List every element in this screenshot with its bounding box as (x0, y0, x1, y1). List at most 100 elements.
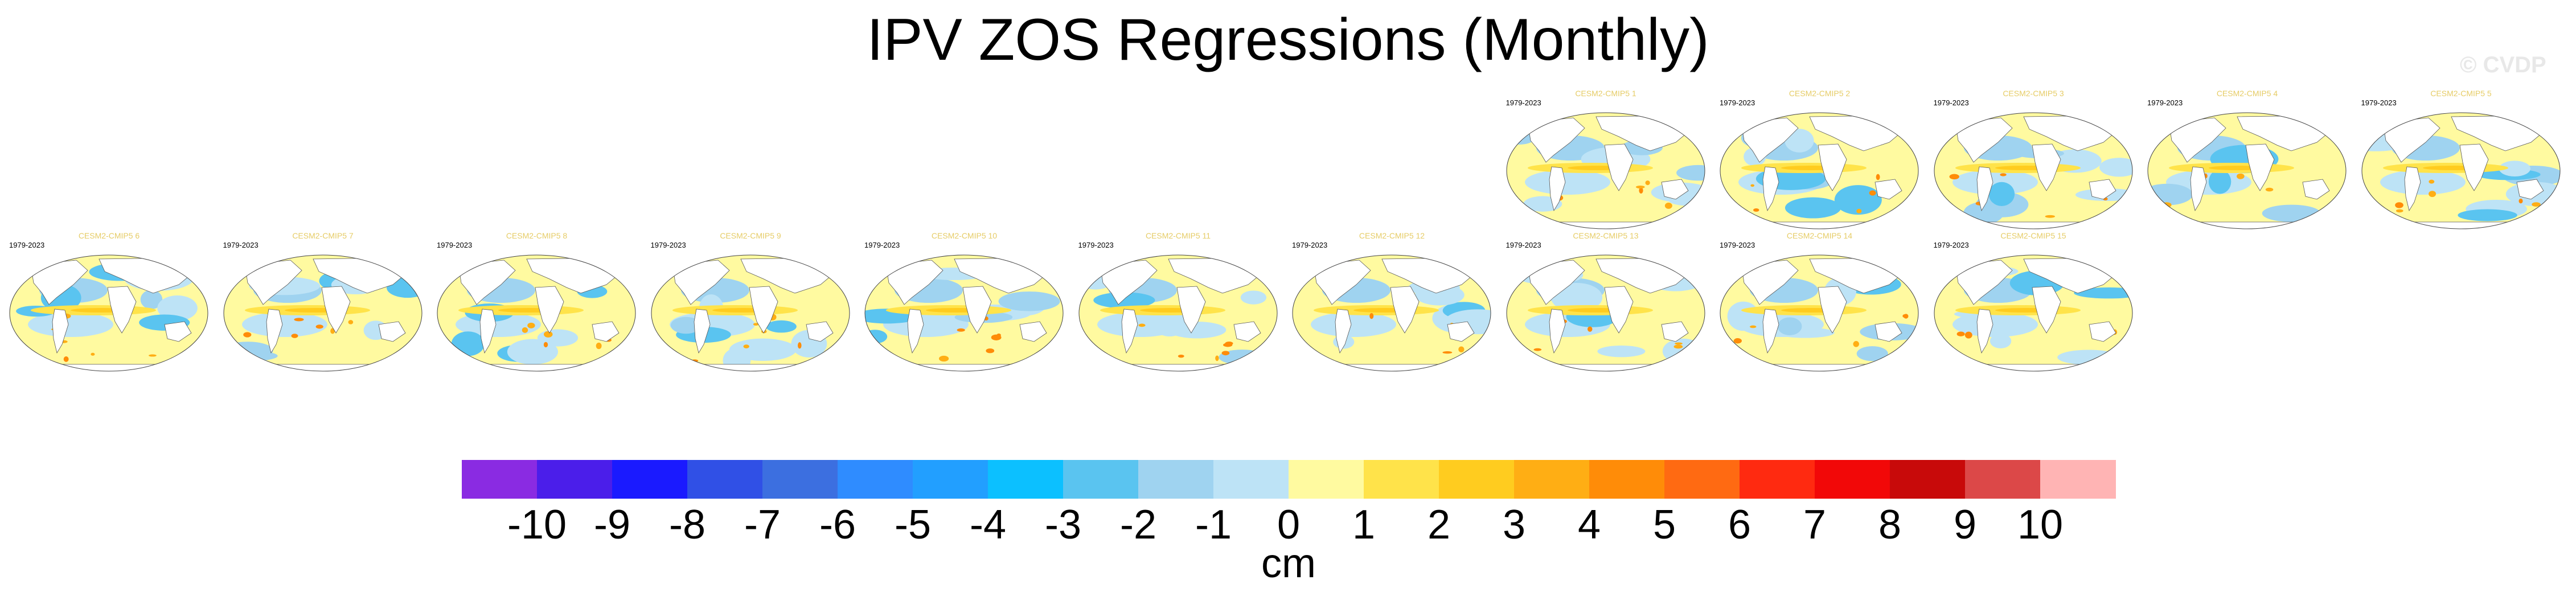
landmass (479, 309, 497, 354)
positive-speck (2103, 215, 2114, 219)
negative-anomaly (1988, 182, 2015, 206)
positive-speck (986, 348, 995, 354)
map-border (2147, 112, 2347, 229)
panel-title: CESM2-CMIP5 8 (506, 231, 568, 240)
map-border (1934, 112, 2132, 229)
landmass (1661, 321, 1689, 342)
positive-speck (1948, 355, 1956, 363)
panel-period: 1979-2023 (9, 241, 45, 249)
landmass (885, 260, 944, 305)
landmass (378, 321, 406, 342)
landmass (2361, 221, 2560, 229)
positive-speck (2518, 198, 2523, 204)
map-border (864, 254, 1064, 372)
panel-period: 1979-2023 (1292, 241, 1328, 249)
landmass (1549, 309, 1565, 354)
colorbar-tick-label: -10 (507, 502, 567, 548)
panel-title: CESM2-CMIP5 11 (1145, 231, 1211, 240)
positive-speck (1221, 351, 1229, 356)
positive-speck (1321, 357, 1325, 363)
landmass (1506, 364, 1705, 371)
landmass (1078, 364, 1277, 371)
negative-anomaly (865, 330, 888, 344)
colorbar-cell (838, 460, 913, 499)
positive-speck (1869, 190, 1876, 196)
colorbar-tick-label: -1 (1195, 502, 1232, 548)
ipv-map (1934, 112, 2132, 229)
colorbar-cell (1439, 460, 1515, 499)
map-border (437, 254, 636, 372)
ipv-map (2147, 112, 2347, 229)
positive-speck (2265, 187, 2274, 192)
positive-speck (1224, 342, 1233, 346)
map-border (9, 254, 208, 372)
panel-period: 1979-2023 (1720, 241, 1755, 249)
map-border (1506, 112, 1705, 229)
panel-title: CESM2-CMIP5 9 (720, 231, 781, 240)
positive-speck (1856, 208, 1862, 213)
negative-anomaly (1785, 197, 1841, 219)
landmass (2302, 179, 2330, 200)
colorbar-cell (1890, 460, 1966, 499)
colorbar-cell (1289, 460, 1364, 499)
positive-speck (1522, 210, 1530, 216)
panel-period: 1979-2023 (1506, 98, 1541, 107)
positive-speck (1949, 174, 1959, 180)
positive-speck (315, 324, 323, 329)
landmass (1955, 117, 2013, 163)
colorbar-cell (988, 460, 1064, 499)
positive-speck (544, 331, 553, 338)
map-panel: CESM2-CMIP5 6 1979-2023 (8, 231, 210, 376)
map-panel: CESM2-CMIP5 15 1979-2023 (1933, 231, 2135, 376)
colorbar-cell (2040, 460, 2116, 499)
landmass (694, 309, 710, 354)
positive-speck (1673, 344, 1683, 349)
ipv-map (9, 254, 208, 372)
negative-anomaly (2057, 350, 2120, 365)
positive-speck (91, 352, 95, 356)
colorbar-cell (1063, 460, 1139, 499)
colorbar-tick-label: 9 (1953, 502, 1977, 548)
landmass (1762, 309, 1779, 354)
landmass (907, 309, 924, 354)
colorbar-tick-label: 2 (1427, 502, 1451, 548)
map-border (1720, 112, 1919, 229)
colorbar-tick-label: 7 (1803, 502, 1827, 548)
positive-speck (243, 332, 251, 338)
panel-title: CESM2-CMIP5 3 (2003, 89, 2064, 98)
negative-anomaly (2208, 169, 2232, 194)
map-panels: CESM2-CMIP5 1 1979-2023 CESM2-CMIP5 2 1979-… (8, 89, 2560, 376)
landmass (1934, 364, 2132, 371)
landmass (10, 364, 208, 371)
landmass (1762, 166, 1779, 212)
positive-speck (1138, 323, 1146, 327)
positive-speck (938, 355, 949, 362)
cvdp-watermark: © CVDP (2460, 52, 2546, 77)
positive-speck (1521, 353, 1525, 357)
ipv-map (1934, 254, 2132, 372)
landmass (535, 286, 564, 334)
colorbar-tick-label: 4 (1577, 502, 1601, 548)
landmass (52, 309, 69, 354)
positive-speck (1664, 203, 1672, 209)
positive-speck (743, 344, 749, 348)
colorbar-cell (762, 460, 838, 499)
panel-title: CESM2-CMIP5 5 (2430, 89, 2492, 98)
positive-speck (996, 333, 1001, 337)
panel-title: CESM2-CMIP5 4 (2216, 89, 2278, 98)
colorbar-cell (913, 460, 988, 499)
colorbar-units: cm (1261, 541, 1316, 586)
chart-title: IPV ZOS Regressions (Monthly) (867, 7, 1709, 73)
panel-title: CESM2-CMIP5 13 (1573, 231, 1639, 240)
landmass (2245, 143, 2275, 191)
positive-speck (1903, 314, 1909, 319)
negative-anomaly (2457, 209, 2517, 221)
positive-speck (1956, 331, 1965, 336)
colorbar-tick-label: -3 (1044, 502, 1082, 548)
positive-speck (1674, 342, 1683, 345)
landmass (1955, 260, 2013, 305)
south-pacific-anomaly (1311, 312, 1396, 337)
landmass (2404, 166, 2421, 212)
panel-period: 1979-2023 (1933, 98, 1969, 107)
landmass (437, 364, 635, 371)
